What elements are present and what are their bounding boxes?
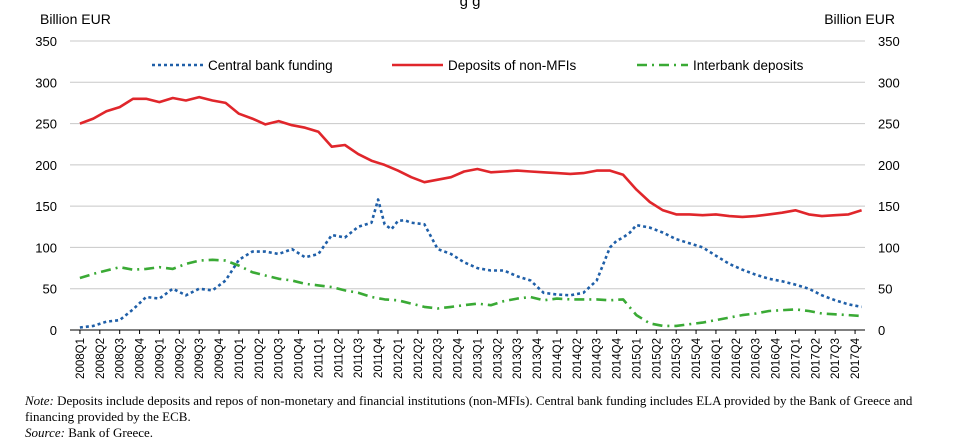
chart-notes: Note: Deposits include deposits and repo… (25, 393, 955, 441)
chart-title-fragment: g g (460, 0, 481, 10)
x-tick-2008Q2: 2008Q2 (95, 338, 107, 379)
legend-label-central-bank-funding: Central bank funding (208, 58, 333, 73)
y-tick-left-200: 200 (35, 158, 57, 173)
y-tick-right-50: 50 (878, 282, 892, 297)
x-tick-2015Q4: 2015Q4 (691, 337, 703, 379)
series-line-deposits-of-non-mfis (79, 95, 862, 219)
x-tick-2010Q3: 2010Q3 (274, 338, 286, 379)
y-tick-right-300: 300 (878, 75, 900, 90)
x-tick-2017Q3: 2017Q3 (830, 338, 842, 379)
x-tick-2012Q3: 2012Q3 (433, 338, 445, 379)
x-tick-2008Q4: 2008Q4 (135, 337, 147, 379)
x-tick-2016Q3: 2016Q3 (751, 338, 763, 379)
note-line: Note: Deposits include deposits and repo… (25, 393, 955, 425)
note-label: Note: (25, 393, 54, 408)
x-tick-2016Q1: 2016Q1 (711, 338, 723, 379)
x-tick-2010Q4: 2010Q4 (294, 337, 306, 379)
y-tick-left-250: 250 (35, 117, 57, 132)
y-tick-right-200: 200 (878, 158, 900, 173)
x-tick-2013Q4: 2013Q4 (532, 337, 544, 379)
x-tick-2011Q4: 2011Q4 (373, 337, 385, 378)
x-tick-2015Q2: 2015Q2 (651, 338, 663, 379)
x-tick-2011Q1: 2011Q1 (313, 338, 325, 378)
x-tick-2013Q3: 2013Q3 (512, 338, 524, 379)
y-tick-left-300: 300 (35, 75, 57, 90)
line-chart: g g Billion EUR Billion EUR 0 50 100 150 200… (35, 0, 900, 379)
y-tick-labels-right: 0 50 100 150 200 250 300 350 (878, 34, 900, 338)
gridlines (70, 40, 865, 290)
x-tick-2012Q2: 2012Q2 (413, 338, 425, 379)
x-tick-2009Q1: 2009Q1 (154, 338, 166, 379)
x-tick-2010Q2: 2010Q2 (254, 338, 266, 379)
x-tick-2011Q3: 2011Q3 (353, 338, 365, 378)
x-tick-2013Q1: 2013Q1 (472, 338, 484, 379)
x-tick-2017Q4: 2017Q4 (850, 337, 862, 379)
source-line: Source: Bank of Greece. (25, 425, 955, 441)
x-tick-2012Q4: 2012Q4 (453, 337, 465, 379)
note-text: Deposits include deposits and repos of n… (25, 393, 913, 424)
series-line-central-bank-funding (79, 198, 862, 329)
y-tick-right-100: 100 (878, 240, 900, 255)
x-tick-2017Q1: 2017Q1 (790, 338, 802, 379)
legend: Central bank funding Deposits of non-MFIs… (152, 58, 804, 73)
x-tick-2009Q4: 2009Q4 (214, 337, 226, 379)
x-tick-2008Q3: 2008Q3 (115, 338, 127, 379)
y-tick-left-0: 0 (50, 323, 57, 338)
x-tick-2010Q1: 2010Q1 (234, 338, 246, 379)
y-tick-right-150: 150 (878, 199, 900, 214)
series-line-interbank-deposits (79, 258, 862, 328)
y-axis-unit-right: Billion EUR (824, 11, 895, 27)
y-tick-right-250: 250 (878, 117, 900, 132)
x-tick-2008Q1: 2008Q1 (75, 338, 87, 379)
x-tick-2009Q2: 2009Q2 (174, 338, 186, 379)
legend-label-deposits-of-non-mfis: Deposits of non-MFIs (448, 58, 577, 73)
x-tick-2016Q4: 2016Q4 (771, 337, 783, 379)
x-tick-2017Q2: 2017Q2 (810, 338, 822, 379)
x-tick-labels: 2008Q1 2008Q2 2008Q3 2008Q4 2009Q1 2009Q2 2009… (75, 330, 862, 379)
y-tick-left-100: 100 (35, 240, 57, 255)
legend-label-interbank-deposits: Interbank deposits (693, 58, 804, 73)
y-tick-right-0: 0 (878, 323, 885, 338)
x-tick-2013Q2: 2013Q2 (492, 338, 504, 379)
x-tick-2015Q1: 2015Q1 (631, 338, 643, 379)
x-tick-2014Q1: 2014Q1 (552, 338, 564, 379)
source-text: Bank of Greece. (68, 425, 154, 440)
series-lines (79, 95, 862, 329)
x-tick-2016Q2: 2016Q2 (731, 338, 743, 379)
x-tick-2014Q4: 2014Q4 (612, 337, 624, 379)
x-tick-2011Q2: 2011Q2 (333, 338, 345, 378)
x-tick-2015Q3: 2015Q3 (671, 338, 683, 379)
x-tick-2012Q1: 2012Q1 (393, 338, 405, 379)
y-tick-left-50: 50 (43, 282, 57, 297)
y-tick-left-150: 150 (35, 199, 57, 214)
y-tick-labels-left: 0 50 100 150 200 250 300 350 (35, 34, 57, 338)
x-tick-2014Q2: 2014Q2 (572, 338, 584, 379)
y-axis-unit-left: Billion EUR (40, 11, 111, 27)
source-label: Source: (25, 425, 65, 440)
x-tick-2009Q3: 2009Q3 (194, 338, 206, 379)
x-tick-2014Q3: 2014Q3 (592, 338, 604, 379)
y-tick-right-350: 350 (878, 34, 900, 49)
y-tick-left-350: 350 (35, 34, 57, 49)
